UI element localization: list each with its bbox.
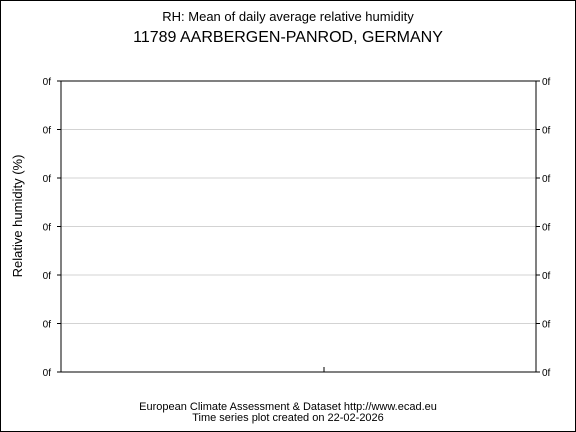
y-tick-label-right: 0f: [542, 271, 551, 282]
y-tick-label-left: 0f: [43, 126, 52, 137]
y-axis-ticks: 0f 0f 0f 0f 0f 0f 0f 0f 0f 0f 0f 0f 0f 0f: [43, 77, 551, 379]
y-tick-label-left: 0f: [43, 174, 52, 185]
y-tick-label-right: 0f: [542, 368, 551, 379]
y-tick-label-right: 0f: [542, 77, 551, 88]
gridlines: [61, 129, 536, 324]
y-tick-label-right: 0f: [542, 126, 551, 137]
footer-source: European Climate Assessment & Dataset ht…: [139, 401, 437, 413]
y-tick-label-left: 0f: [43, 320, 52, 331]
y-tick-label-left: 0f: [43, 77, 52, 88]
chart-subtitle: 11789 AARBERGEN-PANROD, GERMANY: [133, 29, 443, 46]
y-tick-label-right: 0f: [542, 223, 551, 234]
y-tick-label-right: 0f: [542, 174, 551, 185]
y-tick-label-left: 0f: [43, 223, 52, 234]
y-tick-label-right: 0f: [542, 320, 551, 331]
footer-created: Time series plot created on 22-02-2026: [192, 412, 384, 424]
y-tick-label-left: 0f: [43, 368, 52, 379]
chart-title: RH: Mean of daily average relative humid…: [162, 9, 414, 24]
y-axis-label: Relative humidity (%): [10, 155, 25, 278]
y-tick-label-left: 0f: [43, 271, 52, 282]
